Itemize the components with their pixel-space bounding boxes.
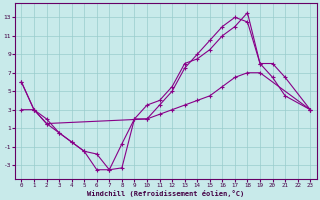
X-axis label: Windchill (Refroidissement éolien,°C): Windchill (Refroidissement éolien,°C) bbox=[87, 190, 244, 197]
